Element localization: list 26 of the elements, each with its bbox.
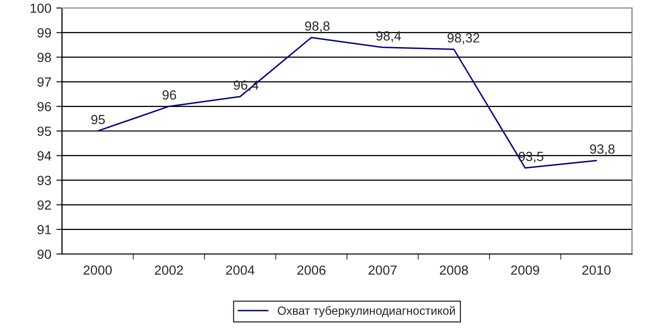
y-tick-label: 96 bbox=[38, 102, 52, 112]
y-tick-label: 94 bbox=[38, 151, 52, 161]
x-tick-label: 2006 bbox=[297, 265, 326, 275]
y-tick-label: 95 bbox=[38, 126, 52, 136]
data-label: 93,8 bbox=[590, 144, 615, 156]
x-tick-label: 2008 bbox=[440, 265, 468, 275]
y-tick-label: 90 bbox=[38, 250, 52, 259]
x-tick-label: 2009 bbox=[511, 265, 540, 275]
x-tick-label: 2000 bbox=[84, 265, 112, 275]
data-label: 98,8 bbox=[305, 21, 330, 32]
x-tick-label: 2010 bbox=[582, 265, 611, 275]
data-label: 96 bbox=[162, 90, 176, 100]
y-tick-label: 100 bbox=[30, 4, 52, 13]
data-label: 98,32 bbox=[448, 33, 480, 44]
legend-label: Охват туберкулинодиагностикой bbox=[278, 306, 455, 318]
y-tick-label: 97 bbox=[38, 77, 51, 87]
x-tick-label: 2002 bbox=[154, 265, 183, 275]
y-tick-label: 99 bbox=[38, 28, 51, 38]
data-label: 95 bbox=[91, 114, 105, 124]
data-label: 98,4 bbox=[376, 31, 401, 42]
y-tick-label: 92 bbox=[38, 200, 51, 210]
y-tick-label: 91 bbox=[38, 224, 51, 234]
y-tick-label: 98 bbox=[38, 52, 52, 62]
y-tick-label: 93 bbox=[38, 176, 52, 186]
x-tick-label: 2004 bbox=[226, 265, 254, 275]
x-tick-label: 2007 bbox=[368, 265, 397, 275]
